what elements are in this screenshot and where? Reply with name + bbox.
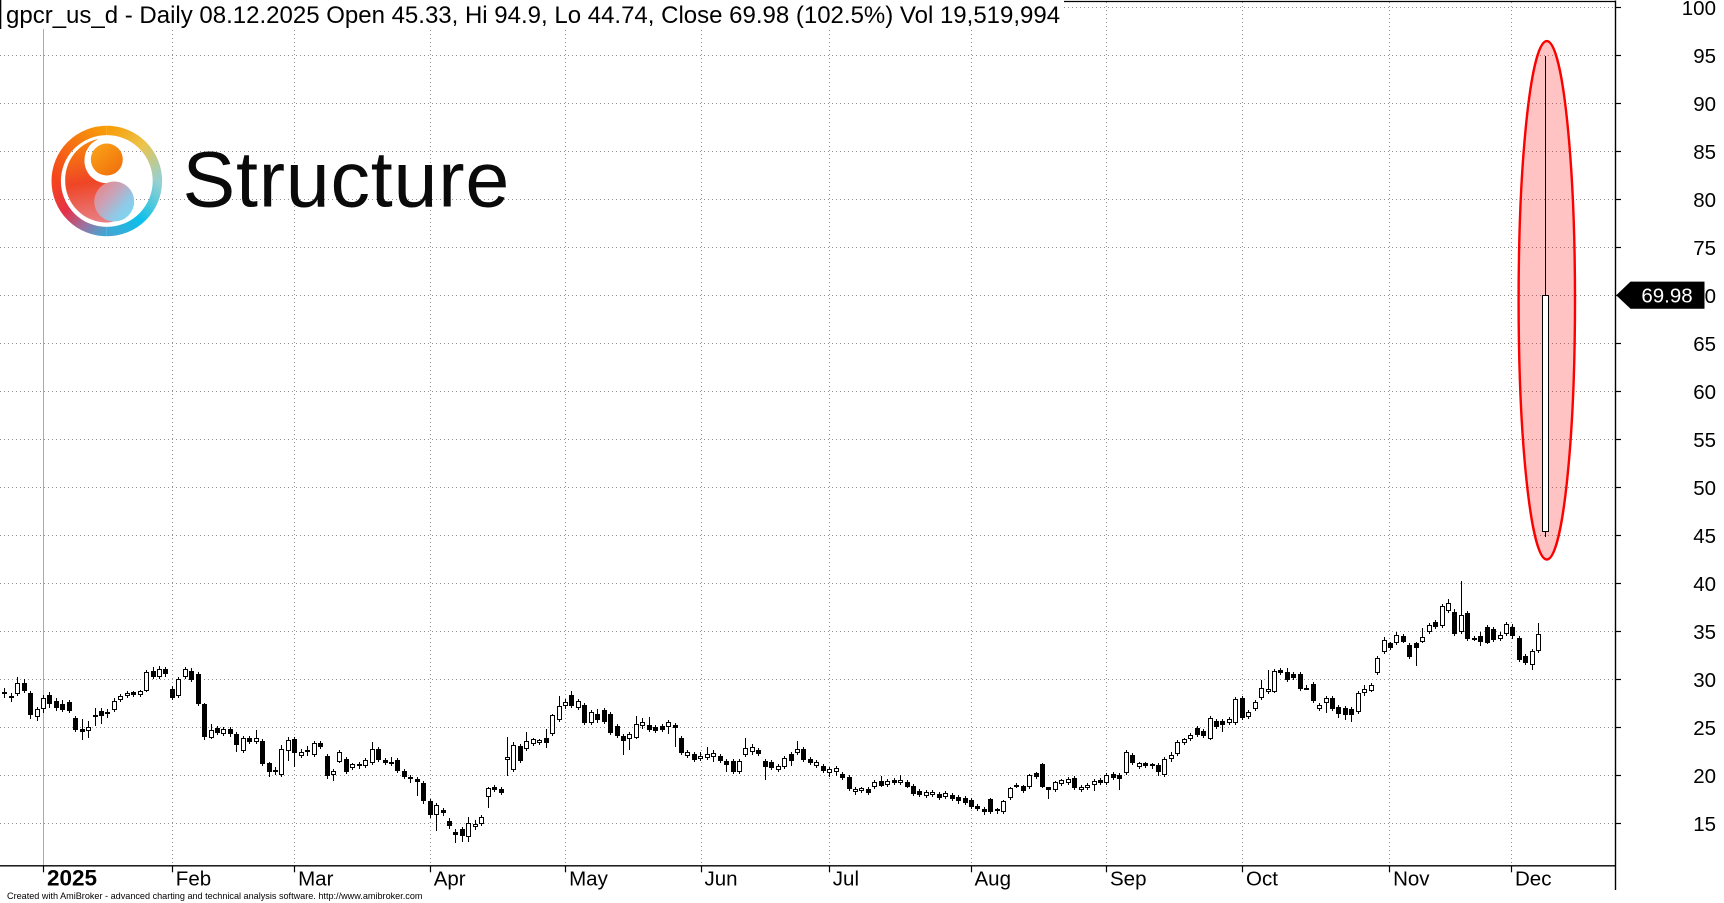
svg-text:2025: 2025 [47,866,97,891]
svg-text:60: 60 [1693,381,1716,404]
svg-text:40: 40 [1693,573,1716,596]
svg-text:25: 25 [1693,717,1716,740]
svg-text:Feb: Feb [176,868,211,891]
svg-text:80: 80 [1693,189,1716,212]
svg-text:Created with AmiBroker - advan: Created with AmiBroker - advanced charti… [7,891,422,901]
svg-text:50: 50 [1693,477,1716,500]
svg-text:35: 35 [1693,621,1716,644]
svg-text:20: 20 [1693,765,1716,788]
svg-text:69.98: 69.98 [1641,285,1692,308]
svg-text:Structure: Structure [183,135,511,224]
svg-text:75: 75 [1693,237,1716,260]
svg-text:90: 90 [1693,93,1716,116]
svg-text:gpcr_us_d - Daily 08.12.2025 O: gpcr_us_d - Daily 08.12.2025 Open 45.33,… [6,2,1060,29]
svg-text:15: 15 [1693,813,1716,836]
svg-text:Jul: Jul [833,868,859,891]
svg-text:Aug: Aug [975,868,1011,891]
svg-text:Jun: Jun [705,868,738,891]
svg-text:100: 100 [1682,0,1716,20]
svg-text:Sep: Sep [1110,868,1146,891]
svg-text:30: 30 [1693,669,1716,692]
svg-text:Mar: Mar [298,868,333,891]
svg-text:Apr: Apr [434,868,466,891]
svg-text:45: 45 [1693,525,1716,548]
svg-text:Oct: Oct [1246,868,1278,891]
svg-text:65: 65 [1693,333,1716,356]
svg-text:May: May [569,868,608,891]
svg-text:95: 95 [1693,45,1716,68]
svg-text:85: 85 [1693,141,1716,164]
svg-text:Nov: Nov [1393,868,1430,891]
svg-text:55: 55 [1693,429,1716,452]
svg-text:Dec: Dec [1515,868,1551,891]
